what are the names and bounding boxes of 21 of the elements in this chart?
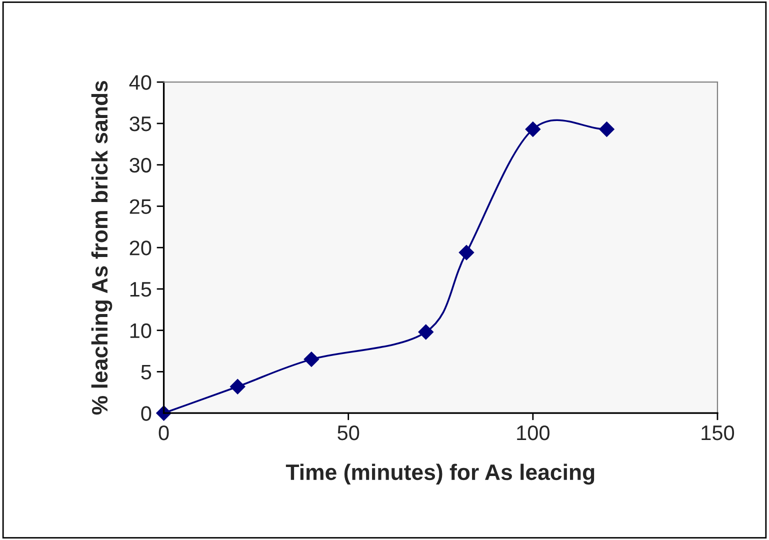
point	[599, 122, 614, 137]
x-tick-label: 50	[338, 425, 360, 440]
y-tick-label: 0	[141, 406, 152, 421]
y-tick-label: 20	[130, 240, 152, 256]
x-tick-label: 150	[702, 425, 734, 440]
y-tick-label: 40	[129, 75, 152, 90]
y-tick-label: 5	[141, 364, 152, 380]
point	[230, 379, 246, 394]
y-tick-label: 30	[130, 158, 152, 173]
x-tick-label: 0	[158, 425, 169, 440]
point	[458, 244, 474, 260]
x-axis-title: Time (minutes) for As leacing	[286, 464, 594, 485]
y-tick-label: 15	[130, 282, 152, 297]
point	[525, 122, 540, 137]
point	[418, 324, 434, 340]
x-tick-label: 100	[517, 425, 550, 440]
point	[304, 352, 320, 367]
y-axis-title: % leaching As from brick sands	[91, 80, 112, 415]
y-tick-label: 10	[130, 323, 152, 338]
y-tick-label: 25	[130, 199, 152, 214]
y-tick-label: 35	[130, 116, 152, 132]
